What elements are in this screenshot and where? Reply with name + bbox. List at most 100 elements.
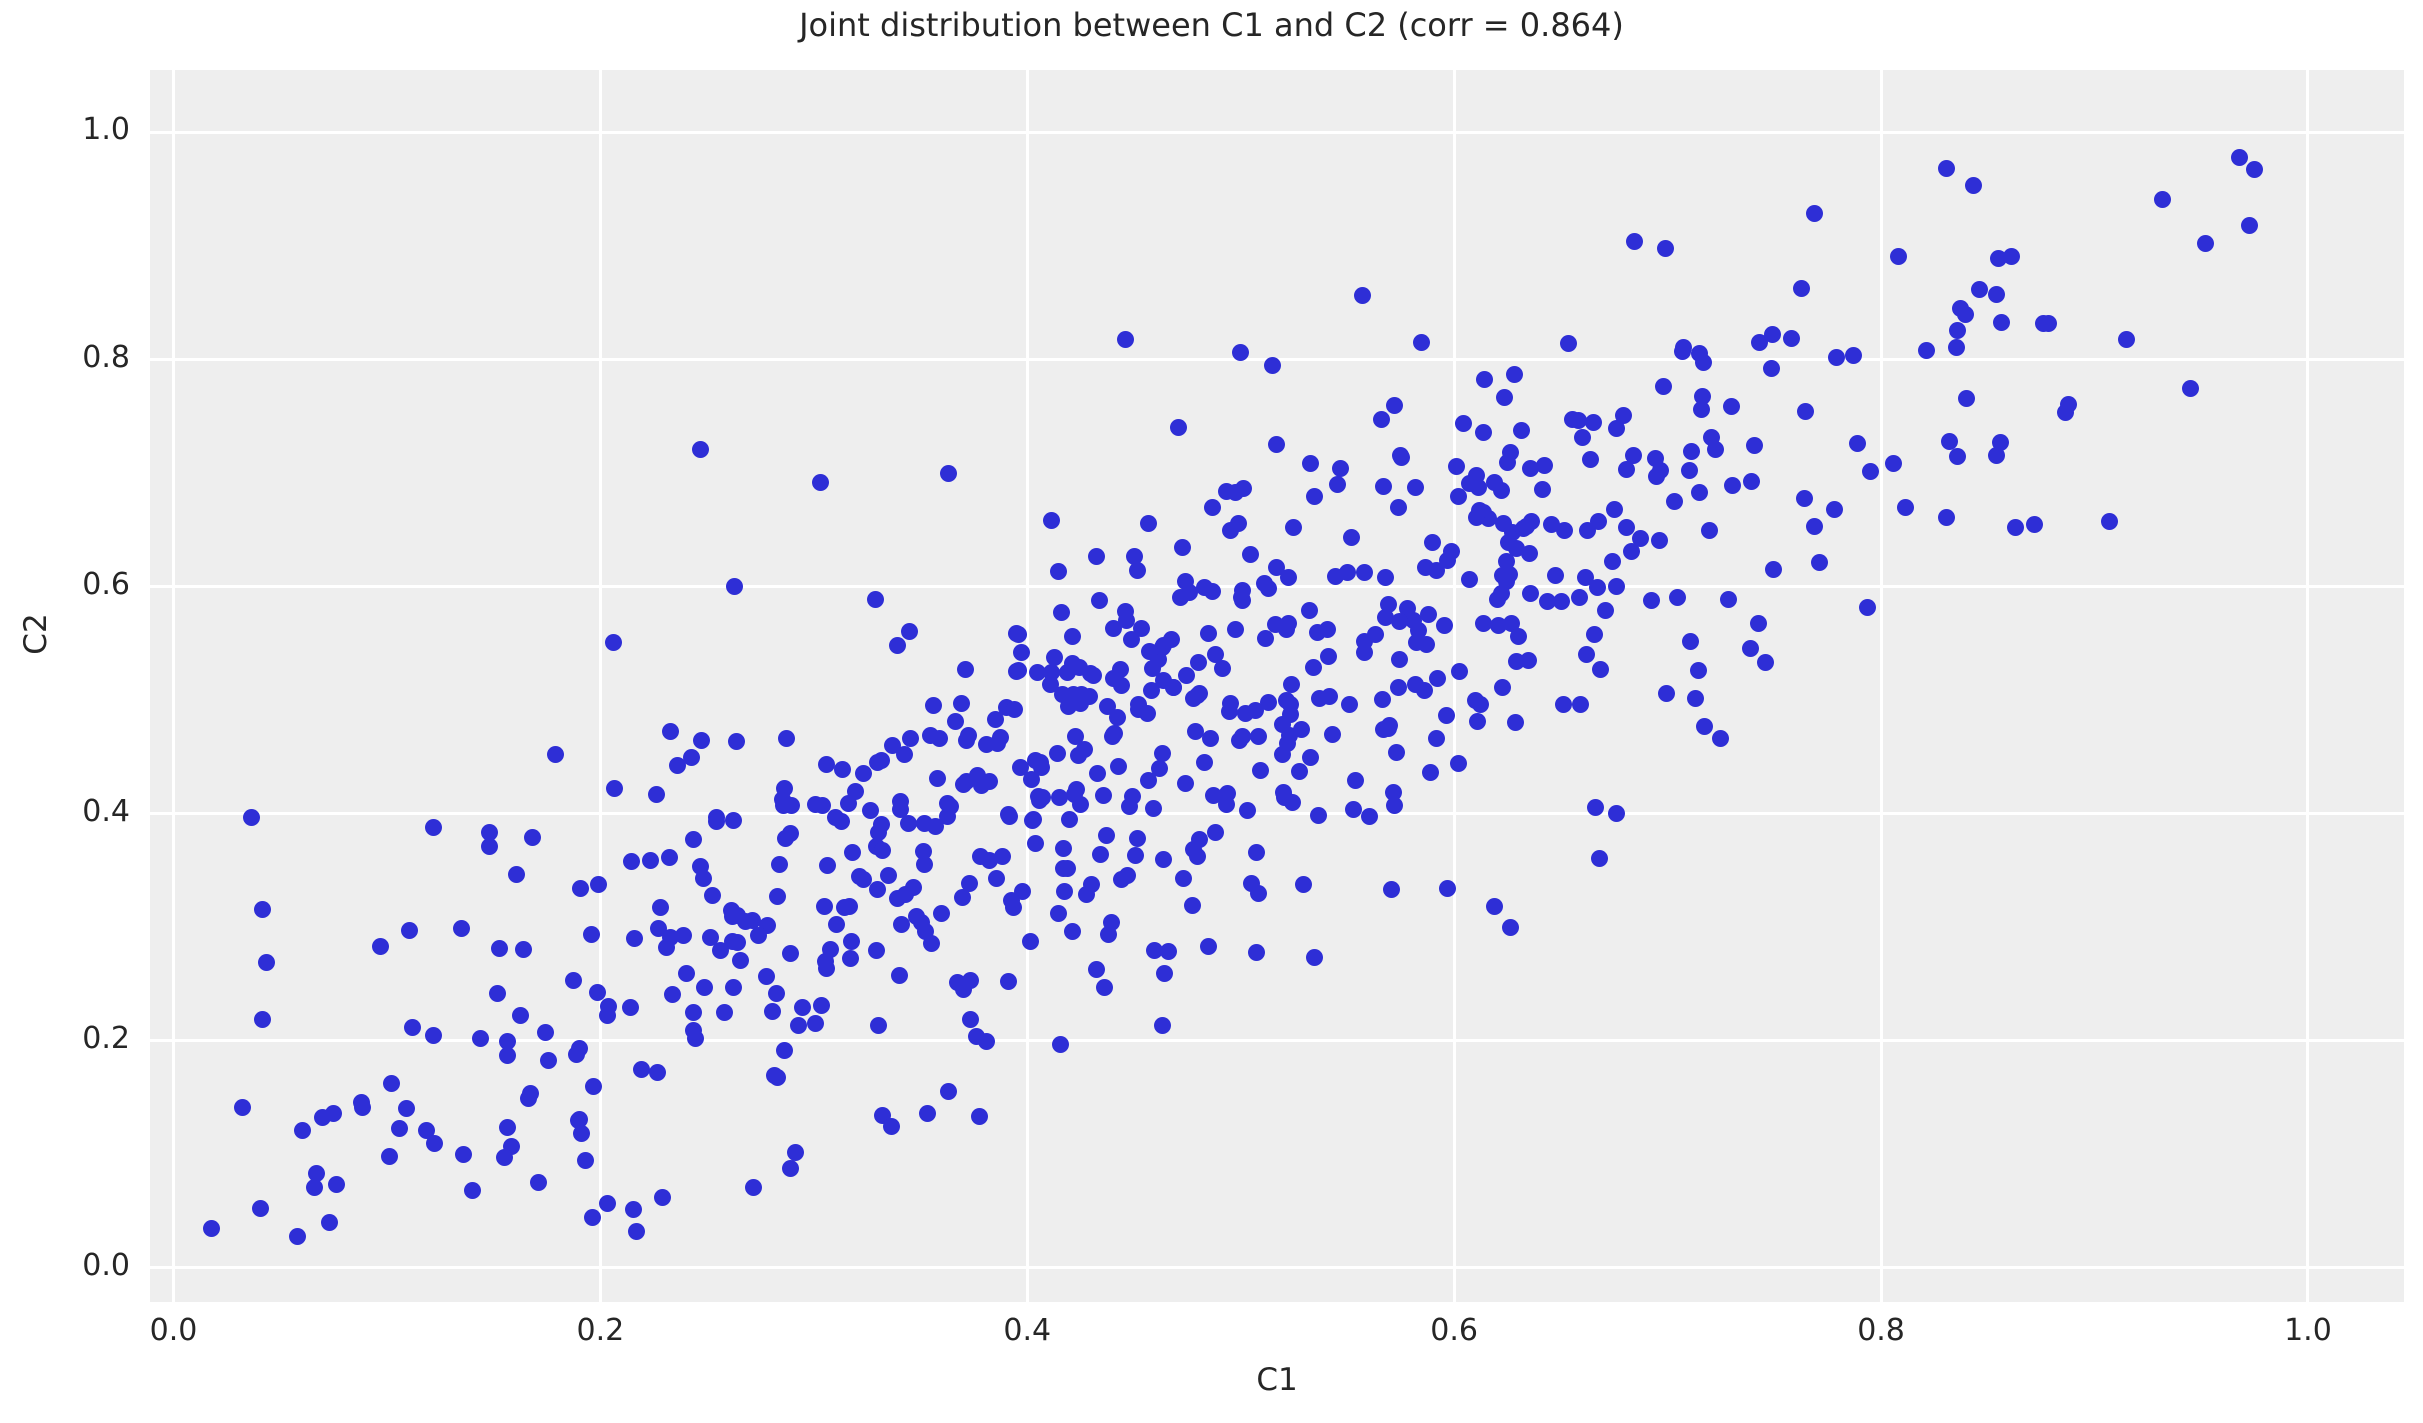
scatter-point	[1104, 670, 1122, 688]
scatter-point	[463, 1181, 481, 1199]
scatter-point	[1067, 727, 1085, 745]
scatter-point	[453, 919, 471, 937]
scatter-point	[1305, 658, 1323, 676]
scatter-point	[2026, 515, 2044, 533]
scatter-point	[1657, 685, 1675, 703]
scatter-point	[769, 888, 787, 906]
scatter-point	[1534, 480, 1552, 498]
scatter-point	[687, 1029, 705, 1047]
scatter-point	[633, 1060, 651, 1078]
scatter-point	[1474, 424, 1492, 442]
scatter-point	[1081, 664, 1099, 682]
scatter-point	[1250, 727, 1268, 745]
scatter-point	[1795, 489, 1813, 507]
scatter-point	[254, 901, 272, 919]
scatter-point	[1574, 429, 1592, 447]
scatter-point	[1387, 744, 1405, 762]
scatter-point	[939, 1082, 957, 1100]
scatter-point	[1471, 501, 1489, 519]
scatter-point	[499, 1047, 516, 1065]
scatter-point	[1125, 547, 1143, 565]
scatter-point	[1427, 729, 1445, 747]
scatter-point	[888, 637, 906, 655]
scatter-point	[1859, 599, 1877, 617]
scatter-point	[572, 880, 590, 898]
scatter-point	[1195, 754, 1213, 772]
scatter-point	[1176, 573, 1194, 591]
scatter-point	[1256, 629, 1274, 647]
scatter-point	[1283, 675, 1301, 693]
scatter-point	[787, 1143, 805, 1161]
x-tick-label-5: 1.0	[2284, 1313, 2332, 1348]
scatter-point	[1429, 669, 1447, 687]
scatter-point	[569, 1112, 587, 1130]
scatter-point	[1683, 443, 1701, 461]
scatter-point	[685, 831, 703, 849]
scatter-point	[1203, 499, 1221, 517]
scatter-point	[1412, 334, 1430, 352]
scatter-point	[625, 930, 643, 948]
scatter-point	[1000, 972, 1018, 990]
scatter-point	[1012, 644, 1030, 662]
scatter-point	[728, 732, 746, 750]
scatter-point	[1712, 730, 1730, 748]
scatter-point	[1374, 721, 1392, 739]
scatter-point	[547, 746, 565, 764]
scatter-point	[782, 945, 800, 963]
scatter-point	[868, 753, 886, 771]
scatter-point	[1560, 334, 1578, 352]
scatter-point	[1185, 840, 1203, 858]
scatter-point	[1419, 606, 1437, 624]
scatter-point	[1064, 923, 1082, 941]
scatter-point	[770, 855, 788, 873]
scatter-point	[1328, 476, 1346, 494]
scatter-point	[372, 938, 390, 956]
scatter-point	[1373, 691, 1391, 709]
scatter-point	[726, 578, 744, 596]
scatter-point	[1026, 835, 1044, 853]
scatter-point	[1061, 811, 1079, 829]
scatter-point	[1947, 339, 1965, 357]
gridline-vertical-2	[1025, 70, 1029, 1302]
gridline-vertical-3	[1452, 70, 1456, 1302]
scatter-point	[988, 870, 1006, 888]
scatter-point	[1145, 799, 1163, 817]
scatter-point	[1095, 978, 1113, 996]
scatter-point	[1077, 886, 1095, 904]
scatter-point	[900, 814, 918, 832]
x-axis-label: C1	[1256, 1362, 1298, 1398]
scatter-point	[1376, 608, 1394, 626]
scatter-point	[1746, 437, 1764, 455]
scatter-point	[1343, 528, 1361, 546]
scatter-point	[1025, 810, 1043, 828]
scatter-point	[1391, 650, 1409, 668]
scatter-point	[1116, 330, 1134, 348]
scatter-point	[1810, 553, 1828, 571]
scatter-point	[623, 852, 641, 870]
scatter-point	[1139, 515, 1157, 533]
scatter-point	[584, 1077, 602, 1095]
scatter-point	[1052, 1036, 1070, 1053]
scatter-point	[1310, 807, 1328, 825]
scatter-point	[862, 802, 880, 820]
scatter-point	[511, 1006, 529, 1024]
scatter-point	[806, 795, 824, 813]
scatter-point	[694, 869, 712, 887]
scatter-point	[305, 1178, 323, 1196]
scatter-point	[203, 1219, 221, 1237]
scatter-point	[1438, 706, 1456, 724]
scatter-point	[252, 1200, 270, 1218]
scatter-point	[1626, 233, 1643, 251]
scatter-point	[711, 942, 729, 960]
scatter-point	[1259, 693, 1277, 711]
scatter-point	[1154, 745, 1172, 763]
scatter-point	[807, 1014, 825, 1032]
scatter-point	[1165, 679, 1183, 697]
scatter-point	[891, 966, 909, 984]
scatter-point	[1494, 678, 1512, 696]
scatter-point	[1650, 532, 1668, 550]
scatter-point	[1050, 788, 1068, 806]
scatter-point	[978, 1032, 996, 1050]
scatter-point	[2246, 161, 2264, 179]
scatter-point	[1247, 843, 1265, 861]
